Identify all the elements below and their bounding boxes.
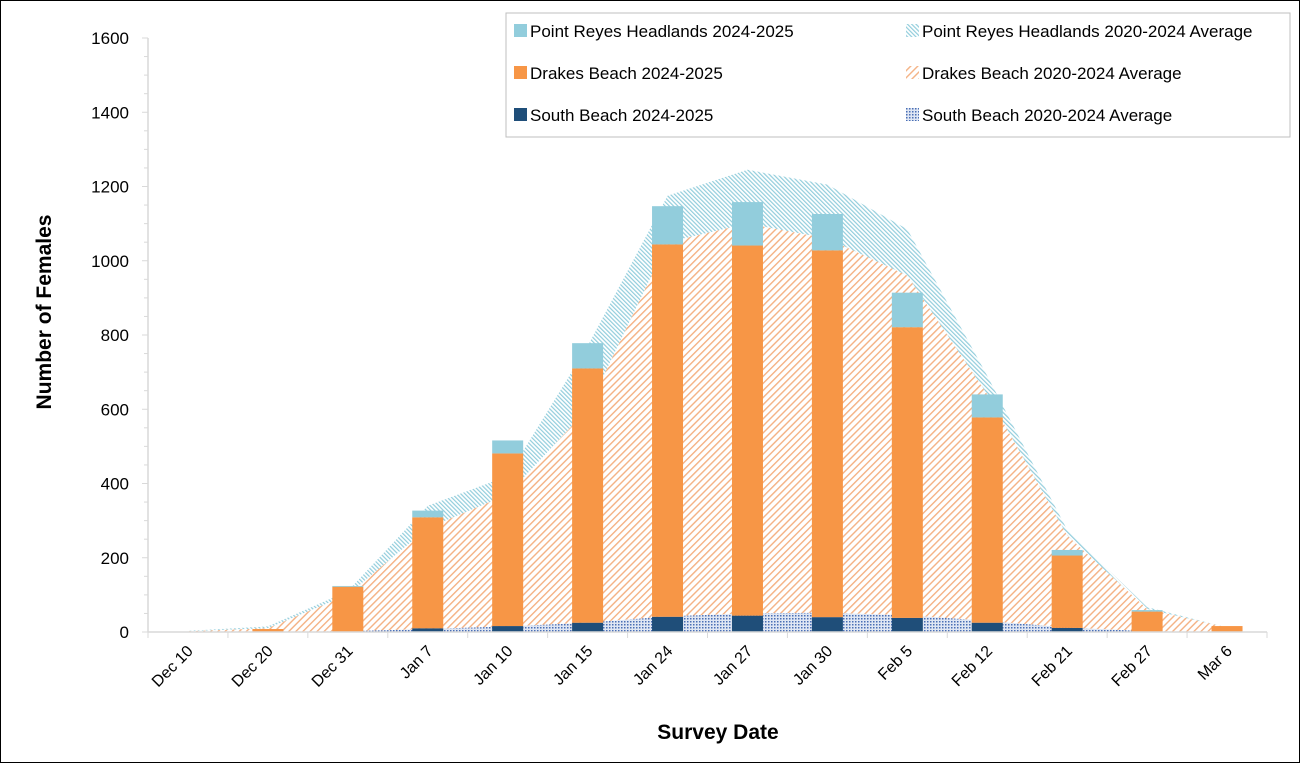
legend-item: South Beach 2020-2024 Average: [906, 106, 1172, 125]
bar-segment: [971, 417, 1003, 623]
legend-swatch: [906, 66, 919, 79]
legend-label: Drakes Beach 2024-2025: [530, 64, 723, 83]
bar-segment: [971, 394, 1003, 418]
area-drakes-beach-2020-2024-average: [187, 223, 1228, 632]
bar-segment: [731, 245, 763, 616]
bar-segment: [412, 517, 444, 629]
legend-item: Point Reyes Headlands 2024-2025: [514, 22, 794, 41]
bar-segment: [1211, 626, 1243, 632]
area-point-reyes-headlands-2020-2024-average: [187, 169, 1228, 632]
y-tick-label: 200: [101, 549, 129, 568]
y-tick-label: 0: [120, 623, 129, 642]
legend-item: Drakes Beach 2020-2024 Average: [906, 64, 1182, 83]
x-tick-label: Dec 20: [229, 643, 277, 691]
bar-segment: [891, 327, 923, 618]
area-south-beach-2020-2024-average: [187, 612, 1228, 632]
x-tick-label: Mar 6: [1195, 643, 1236, 684]
legend-label: South Beach 2024-2025: [530, 106, 713, 125]
legend-swatch: [514, 24, 527, 37]
bar-segment: [811, 250, 843, 618]
x-tick-label: Dec 31: [309, 643, 357, 691]
legend-label: Point Reyes Headlands 2020-2024 Average: [922, 22, 1252, 41]
bar-segment: [1051, 555, 1083, 628]
y-tick-label: 800: [101, 326, 129, 345]
bar-segment: [572, 622, 604, 632]
legend-item: Point Reyes Headlands 2020-2024 Average: [906, 22, 1252, 41]
x-tick-label: Jan 15: [550, 643, 596, 689]
bar-segment: [412, 510, 444, 518]
bar-segment: [1131, 611, 1163, 632]
bar-segment: [492, 453, 524, 627]
x-tick-label: Jan 10: [471, 643, 517, 689]
legend-label: South Beach 2020-2024 Average: [922, 106, 1172, 125]
legend-swatch: [906, 24, 919, 37]
y-tick-label: 1600: [91, 29, 129, 48]
legend-item: South Beach 2024-2025: [514, 106, 713, 125]
bar-segment: [252, 629, 284, 632]
bar-segment: [572, 368, 604, 623]
legend-label: Drakes Beach 2020-2024 Average: [922, 64, 1182, 83]
bar-segment: [652, 244, 684, 617]
legend-item: Drakes Beach 2024-2025: [514, 64, 723, 83]
legend: Point Reyes Headlands 2024-2025 Point Rey…: [505, 12, 1291, 138]
x-tick-label: Feb 5: [875, 643, 916, 684]
y-axis-label: Number of Females: [33, 215, 56, 410]
bar-segment: [811, 213, 843, 251]
x-tick-label: Feb 12: [949, 643, 996, 690]
bar-segment: [1051, 549, 1083, 556]
x-tick-label: Feb 27: [1109, 643, 1156, 690]
bar-segment: [1131, 610, 1163, 612]
legend-swatch: [906, 108, 919, 121]
y-tick-label: 600: [101, 400, 129, 419]
bar-segment: [652, 206, 684, 245]
y-tick-label: 1400: [91, 103, 129, 122]
x-tick-label: Dec 10: [149, 643, 197, 691]
bar-segment: [492, 626, 524, 632]
bar-segment: [492, 440, 524, 454]
x-tick-label: Feb 21: [1029, 643, 1076, 690]
bar-segment: [412, 628, 444, 632]
bar-segment: [731, 615, 763, 632]
y-tick-label: 1000: [91, 252, 129, 271]
bar-segment: [332, 585, 364, 587]
x-tick-label: Jan 30: [790, 643, 836, 689]
x-axis-label: Survey Date: [657, 721, 778, 744]
bar-segment: [891, 617, 923, 632]
x-tick-label: Jan 7: [397, 643, 437, 683]
y-tick-label: 400: [101, 475, 129, 494]
bar-segment: [652, 616, 684, 632]
bar-segment: [731, 202, 763, 246]
bar-segment: [572, 343, 604, 369]
bar-segment: [891, 292, 923, 328]
legend-label: Point Reyes Headlands 2024-2025: [530, 22, 794, 41]
bar-segment: [1051, 627, 1083, 632]
bar-segment: [332, 586, 364, 632]
legend-swatch: [514, 66, 527, 79]
bar-segment: [811, 617, 843, 632]
x-tick-label: Jan 24: [630, 643, 676, 689]
legend-swatch: [514, 108, 527, 121]
bars: [252, 202, 1243, 632]
x-tick-label: Jan 27: [710, 643, 756, 689]
average-areas: [187, 169, 1228, 632]
bar-segment: [971, 622, 1003, 632]
y-tick-label: 1200: [91, 178, 129, 197]
